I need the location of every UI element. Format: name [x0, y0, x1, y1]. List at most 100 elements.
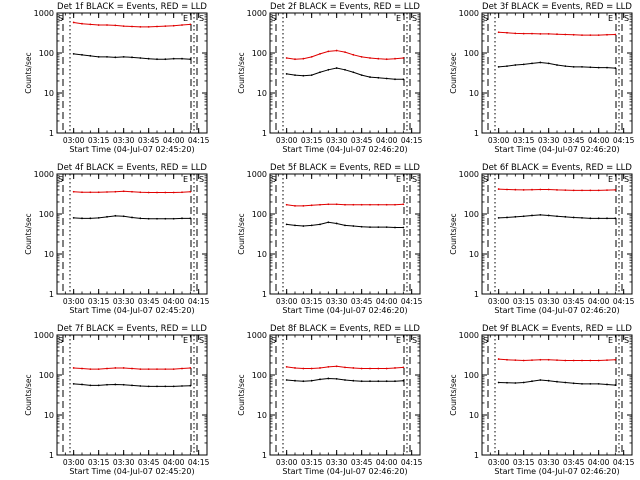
lld-rate-point [122, 190, 125, 193]
lld-rate-point [106, 367, 108, 370]
lld-rate-point [506, 358, 508, 361]
x-tick-label: 03:00 [488, 297, 510, 306]
events-rate-point [139, 57, 142, 59]
lld-rate-point [360, 367, 363, 370]
lld-rate-point [310, 367, 313, 370]
events-rate-point [394, 78, 396, 81]
panel-title: Det 1f BLACK = Events, RED = LLD [57, 2, 207, 12]
events-rate-point [606, 383, 608, 386]
lld-rate-point [539, 358, 542, 361]
marker-label-s: S [199, 336, 204, 345]
x-axis-label: Start Time (04-Jul-07 02:46:20) [494, 306, 619, 315]
events-rate-point [402, 78, 405, 81]
y-tick-label: 1000 [247, 9, 267, 18]
events-rate-point [81, 53, 83, 56]
marker-label-s: S [271, 14, 276, 23]
plot-frame [481, 173, 633, 295]
lld-rate-point [581, 189, 583, 192]
events-rate-point [385, 77, 388, 80]
events-rate-point [581, 216, 583, 219]
events-rate-point [352, 71, 355, 74]
events-rate-point [72, 382, 75, 385]
x-tick-label: 03:15 [88, 458, 110, 467]
events-rate-point [114, 214, 117, 217]
x-tick-label: 03:45 [138, 136, 160, 145]
plot-frame [56, 334, 208, 456]
x-tick-label: 03:30 [326, 458, 348, 467]
events-rate-point [539, 61, 542, 64]
lld-rate-point [122, 25, 125, 28]
x-tick-label: 03:00 [276, 136, 298, 145]
y-tick-label: 1000 [34, 170, 54, 179]
lld-rate-point [385, 58, 388, 61]
lld-rate-point [531, 359, 533, 362]
events-rate-point [139, 385, 142, 387]
x-tick-label: 04:15 [613, 297, 635, 306]
y-tick-label: 1000 [247, 331, 267, 340]
lld-rate-point [369, 367, 371, 370]
events-rate-point [156, 217, 158, 220]
x-axis-label: Start Time (04-Jul-07 02:46:20) [282, 145, 407, 154]
x-tick-label: 03:45 [351, 136, 373, 145]
lld-rate-point [394, 57, 396, 60]
events-rate-point [547, 214, 550, 217]
lld-rate-point [335, 49, 338, 52]
events-rate-point [377, 380, 380, 383]
lld-rate-point [539, 188, 542, 191]
y-tick-label: 1 [49, 290, 54, 299]
lld-rate-point [114, 367, 117, 369]
lld-rate-point [335, 203, 338, 206]
lld-rate-point [156, 191, 158, 194]
lld-rate-point [394, 203, 396, 206]
events-rate-point [114, 383, 117, 386]
lld-rate-point [377, 367, 380, 370]
events-rate-point [597, 382, 600, 385]
events-rate-point [369, 76, 371, 78]
events-rate-point [139, 217, 142, 220]
events-rate-point [377, 76, 380, 79]
y-tick-label: 10 [469, 411, 479, 420]
lld-rate-point [369, 203, 371, 206]
x-tick-label: 04:00 [376, 458, 398, 467]
events-rate-point [81, 383, 83, 386]
events-rate-point [156, 58, 158, 61]
lld-rate-point [285, 57, 288, 59]
x-axis-label: Start Time (04-Jul-07 02:45:20) [69, 306, 194, 315]
lld-rate-point [147, 191, 150, 194]
lld-rate-point [402, 57, 405, 59]
lld-rate-point [402, 203, 405, 206]
events-rate-point [181, 385, 183, 387]
lld-rate-point [164, 368, 167, 371]
lld-rate-point [352, 53, 355, 56]
events-rate-point [539, 213, 542, 216]
marker-label-s: S [624, 336, 629, 345]
events-rate-point [81, 217, 83, 220]
lld-rate-point [497, 358, 500, 360]
events-rate-point [360, 74, 363, 77]
events-rate-point [556, 64, 558, 66]
lld-rate-point [181, 367, 183, 370]
lld-rate-point [556, 33, 558, 36]
lld-rate-point [352, 203, 355, 206]
lld-rate-point [319, 367, 321, 369]
y-axis-label: Counts/sec [449, 52, 458, 93]
lld-rate-point [589, 189, 592, 192]
lld-rate-point [97, 191, 100, 194]
events-rate-point [327, 68, 330, 71]
y-tick-label: 1000 [459, 170, 479, 179]
events-rate-point [514, 382, 517, 384]
lld-rate-point [319, 52, 321, 55]
events-rate-point [172, 385, 175, 388]
x-tick-label: 04:15 [401, 297, 423, 306]
plot-frame [481, 334, 633, 456]
x-tick-label: 03:00 [276, 297, 298, 306]
events-rate-point [164, 385, 167, 388]
events-rate-point [556, 215, 558, 218]
events-rate-point [72, 52, 75, 55]
x-axis-label: Start Time (04-Jul-07 02:46:20) [282, 467, 407, 476]
lld-rate-point [114, 190, 117, 193]
y-tick-label: 10 [44, 250, 54, 259]
marker-label-s: S [483, 14, 488, 23]
events-rate-point [97, 216, 100, 219]
events-rate-point [402, 379, 405, 382]
